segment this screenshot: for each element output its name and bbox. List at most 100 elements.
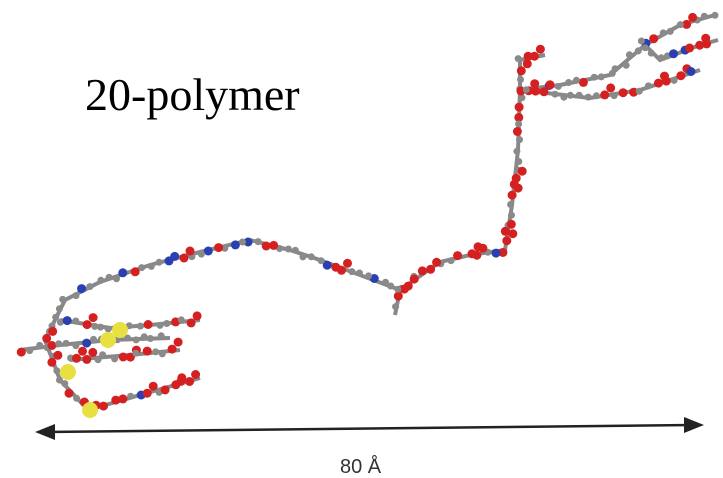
atom: [16, 347, 26, 357]
atom: [365, 272, 373, 280]
atom: [618, 88, 628, 98]
atom: [82, 338, 92, 348]
atom: [348, 268, 356, 276]
atom: [688, 12, 698, 22]
atom: [512, 127, 522, 136]
atom: [661, 76, 671, 86]
atom: [203, 246, 213, 256]
atom: [152, 348, 160, 356]
atom: [608, 69, 616, 77]
atom: [508, 229, 518, 239]
atom: [702, 39, 712, 49]
atom: [387, 282, 395, 290]
atom: [522, 86, 530, 94]
sulfur-atom: [100, 332, 116, 348]
atom: [243, 237, 253, 247]
atom: [307, 253, 315, 261]
sulfur-atom: [82, 402, 98, 418]
scale-arrow: [35, 417, 704, 440]
atom: [514, 112, 524, 122]
atom: [518, 94, 526, 102]
atom: [676, 71, 686, 81]
atom: [685, 43, 695, 53]
atom: [55, 305, 63, 313]
atom: [130, 267, 140, 277]
atom: [522, 59, 532, 69]
atom: [597, 73, 605, 81]
atom: [575, 91, 583, 99]
atom: [136, 322, 144, 330]
atom: [637, 37, 645, 45]
atom: [530, 79, 540, 89]
atom: [516, 66, 526, 76]
atom: [498, 248, 508, 257]
atom: [572, 76, 580, 84]
atom: [517, 166, 527, 176]
atom: [185, 246, 195, 256]
atom: [90, 335, 97, 343]
atom: [700, 12, 708, 20]
sulfur-atom: [112, 322, 128, 338]
atom: [529, 51, 539, 61]
atom: [160, 385, 170, 395]
atom: [516, 136, 523, 144]
atom: [409, 274, 419, 284]
atom: [513, 147, 521, 155]
atom: [113, 275, 120, 283]
atom: [97, 276, 105, 284]
atom: [147, 262, 155, 270]
atom: [491, 248, 501, 258]
atom: [125, 352, 135, 362]
atom: [686, 67, 696, 76]
arrow-line: [44, 423, 693, 434]
atom: [514, 102, 524, 112]
arrow-head-right: [684, 417, 704, 433]
atom: [261, 241, 271, 251]
atom: [515, 120, 523, 128]
atom: [622, 61, 630, 69]
atom: [192, 311, 202, 321]
atom: [590, 73, 598, 81]
atom: [56, 318, 64, 326]
atom: [515, 158, 523, 165]
atom: [47, 341, 57, 350]
atom: [78, 346, 87, 356]
atom: [291, 246, 299, 254]
atom: [657, 54, 665, 62]
atom: [164, 256, 174, 266]
atom: [711, 11, 719, 19]
atom: [142, 346, 152, 356]
atom: [284, 245, 292, 253]
atom: [72, 292, 80, 300]
atom: [77, 284, 87, 294]
atom: [176, 376, 186, 386]
atom: [167, 344, 177, 354]
atom: [514, 55, 522, 63]
atom: [269, 240, 279, 250]
atom: [111, 395, 121, 405]
atom: [177, 316, 185, 324]
atom: [426, 264, 436, 274]
atom: [72, 342, 80, 350]
atom: [641, 44, 649, 52]
atom: [317, 257, 325, 265]
atom: [124, 334, 131, 342]
atom: [566, 91, 574, 99]
atom: [508, 211, 515, 219]
atom: [239, 238, 246, 246]
molecule: [16, 11, 719, 418]
atom: [670, 76, 678, 84]
atom: [392, 303, 400, 311]
atom: [644, 82, 652, 90]
atom: [554, 82, 562, 90]
atom: [26, 347, 34, 355]
atom: [695, 40, 705, 50]
atom: [654, 78, 663, 88]
atom: [606, 83, 616, 93]
atom: [600, 90, 610, 100]
atom: [73, 394, 81, 402]
atom: [72, 317, 80, 325]
atom: [179, 253, 189, 263]
atom: [156, 321, 164, 329]
